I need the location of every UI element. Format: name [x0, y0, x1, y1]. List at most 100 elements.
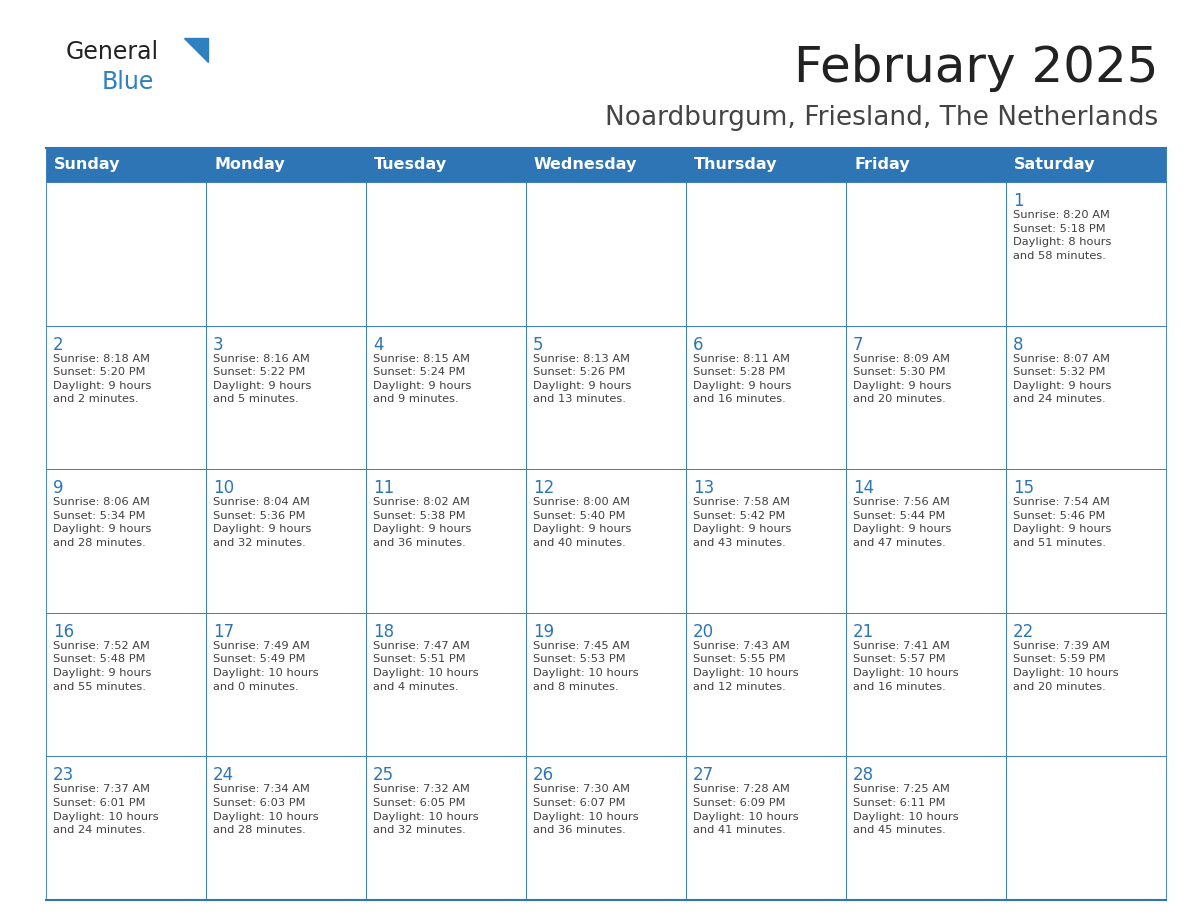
- Bar: [46, 182, 206, 326]
- Bar: [1006, 613, 1165, 756]
- Bar: [685, 326, 846, 469]
- Text: Sunrise: 8:18 AM
Sunset: 5:20 PM
Daylight: 9 hours
and 2 minutes.: Sunrise: 8:18 AM Sunset: 5:20 PM Dayligh…: [53, 353, 151, 405]
- Bar: [206, 182, 366, 326]
- Bar: [685, 756, 846, 900]
- Text: Sunrise: 7:47 AM
Sunset: 5:51 PM
Daylight: 10 hours
and 4 minutes.: Sunrise: 7:47 AM Sunset: 5:51 PM Dayligh…: [373, 641, 479, 691]
- Bar: [206, 326, 366, 469]
- Text: General: General: [67, 40, 159, 64]
- Text: Sunrise: 7:45 AM
Sunset: 5:53 PM
Daylight: 10 hours
and 8 minutes.: Sunrise: 7:45 AM Sunset: 5:53 PM Dayligh…: [533, 641, 639, 691]
- Text: Sunrise: 7:54 AM
Sunset: 5:46 PM
Daylight: 9 hours
and 51 minutes.: Sunrise: 7:54 AM Sunset: 5:46 PM Dayligh…: [1013, 498, 1112, 548]
- Bar: [526, 148, 685, 182]
- Bar: [1006, 756, 1165, 900]
- Text: Sunrise: 7:56 AM
Sunset: 5:44 PM
Daylight: 9 hours
and 47 minutes.: Sunrise: 7:56 AM Sunset: 5:44 PM Dayligh…: [853, 498, 952, 548]
- Text: Tuesday: Tuesday: [374, 158, 447, 173]
- Bar: [46, 326, 206, 469]
- Text: 27: 27: [693, 767, 714, 784]
- Text: Sunrise: 7:52 AM
Sunset: 5:48 PM
Daylight: 9 hours
and 55 minutes.: Sunrise: 7:52 AM Sunset: 5:48 PM Dayligh…: [53, 641, 151, 691]
- Text: 24: 24: [213, 767, 234, 784]
- Bar: [685, 613, 846, 756]
- Bar: [206, 613, 366, 756]
- Bar: [1006, 469, 1165, 613]
- Text: Sunrise: 8:00 AM
Sunset: 5:40 PM
Daylight: 9 hours
and 40 minutes.: Sunrise: 8:00 AM Sunset: 5:40 PM Dayligh…: [533, 498, 631, 548]
- Bar: [846, 469, 1006, 613]
- Text: Friday: Friday: [854, 158, 910, 173]
- Bar: [846, 182, 1006, 326]
- Text: Sunday: Sunday: [53, 158, 120, 173]
- Text: Sunrise: 7:30 AM
Sunset: 6:07 PM
Daylight: 10 hours
and 36 minutes.: Sunrise: 7:30 AM Sunset: 6:07 PM Dayligh…: [533, 784, 639, 835]
- Text: February 2025: February 2025: [794, 44, 1158, 92]
- Text: 22: 22: [1013, 622, 1035, 641]
- Text: Sunrise: 8:15 AM
Sunset: 5:24 PM
Daylight: 9 hours
and 9 minutes.: Sunrise: 8:15 AM Sunset: 5:24 PM Dayligh…: [373, 353, 472, 405]
- Text: Sunrise: 8:20 AM
Sunset: 5:18 PM
Daylight: 8 hours
and 58 minutes.: Sunrise: 8:20 AM Sunset: 5:18 PM Dayligh…: [1013, 210, 1112, 261]
- Text: 13: 13: [693, 479, 714, 498]
- Text: Noardburgum, Friesland, The Netherlands: Noardburgum, Friesland, The Netherlands: [605, 105, 1158, 131]
- Text: 11: 11: [373, 479, 394, 498]
- Polygon shape: [184, 38, 208, 62]
- Text: 16: 16: [53, 622, 74, 641]
- Bar: [526, 469, 685, 613]
- Text: Sunrise: 7:39 AM
Sunset: 5:59 PM
Daylight: 10 hours
and 20 minutes.: Sunrise: 7:39 AM Sunset: 5:59 PM Dayligh…: [1013, 641, 1119, 691]
- Bar: [685, 182, 846, 326]
- Text: 15: 15: [1013, 479, 1034, 498]
- Text: Blue: Blue: [102, 70, 154, 94]
- Bar: [846, 756, 1006, 900]
- Text: 14: 14: [853, 479, 874, 498]
- Text: 6: 6: [693, 336, 703, 353]
- Text: 20: 20: [693, 622, 714, 641]
- Bar: [366, 756, 526, 900]
- Text: Sunrise: 8:11 AM
Sunset: 5:28 PM
Daylight: 9 hours
and 16 minutes.: Sunrise: 8:11 AM Sunset: 5:28 PM Dayligh…: [693, 353, 791, 405]
- Text: Monday: Monday: [214, 158, 285, 173]
- Text: 7: 7: [853, 336, 864, 353]
- Text: 3: 3: [213, 336, 223, 353]
- Text: Sunrise: 8:06 AM
Sunset: 5:34 PM
Daylight: 9 hours
and 28 minutes.: Sunrise: 8:06 AM Sunset: 5:34 PM Dayligh…: [53, 498, 151, 548]
- Text: 8: 8: [1013, 336, 1024, 353]
- Text: 12: 12: [533, 479, 555, 498]
- Text: 23: 23: [53, 767, 74, 784]
- Text: 10: 10: [213, 479, 234, 498]
- Text: Sunrise: 8:13 AM
Sunset: 5:26 PM
Daylight: 9 hours
and 13 minutes.: Sunrise: 8:13 AM Sunset: 5:26 PM Dayligh…: [533, 353, 631, 405]
- Text: Saturday: Saturday: [1015, 158, 1095, 173]
- Bar: [46, 148, 206, 182]
- Text: 5: 5: [533, 336, 543, 353]
- Text: Sunrise: 7:32 AM
Sunset: 6:05 PM
Daylight: 10 hours
and 32 minutes.: Sunrise: 7:32 AM Sunset: 6:05 PM Dayligh…: [373, 784, 479, 835]
- Text: 2: 2: [53, 336, 64, 353]
- Bar: [1006, 326, 1165, 469]
- Bar: [206, 148, 366, 182]
- Text: 19: 19: [533, 622, 554, 641]
- Bar: [206, 756, 366, 900]
- Bar: [526, 756, 685, 900]
- Bar: [46, 756, 206, 900]
- Text: Sunrise: 7:28 AM
Sunset: 6:09 PM
Daylight: 10 hours
and 41 minutes.: Sunrise: 7:28 AM Sunset: 6:09 PM Dayligh…: [693, 784, 798, 835]
- Text: Sunrise: 8:07 AM
Sunset: 5:32 PM
Daylight: 9 hours
and 24 minutes.: Sunrise: 8:07 AM Sunset: 5:32 PM Dayligh…: [1013, 353, 1112, 405]
- Bar: [846, 148, 1006, 182]
- Text: Sunrise: 8:16 AM
Sunset: 5:22 PM
Daylight: 9 hours
and 5 minutes.: Sunrise: 8:16 AM Sunset: 5:22 PM Dayligh…: [213, 353, 311, 405]
- Bar: [526, 326, 685, 469]
- Text: 28: 28: [853, 767, 874, 784]
- Text: Sunrise: 7:49 AM
Sunset: 5:49 PM
Daylight: 10 hours
and 0 minutes.: Sunrise: 7:49 AM Sunset: 5:49 PM Dayligh…: [213, 641, 318, 691]
- Bar: [46, 613, 206, 756]
- Text: Sunrise: 8:09 AM
Sunset: 5:30 PM
Daylight: 9 hours
and 20 minutes.: Sunrise: 8:09 AM Sunset: 5:30 PM Dayligh…: [853, 353, 952, 405]
- Text: Wednesday: Wednesday: [533, 158, 638, 173]
- Bar: [366, 469, 526, 613]
- Text: Sunrise: 8:04 AM
Sunset: 5:36 PM
Daylight: 9 hours
and 32 minutes.: Sunrise: 8:04 AM Sunset: 5:36 PM Dayligh…: [213, 498, 311, 548]
- Bar: [685, 469, 846, 613]
- Bar: [846, 613, 1006, 756]
- Text: 18: 18: [373, 622, 394, 641]
- Bar: [46, 469, 206, 613]
- Text: 9: 9: [53, 479, 63, 498]
- Text: Sunrise: 7:58 AM
Sunset: 5:42 PM
Daylight: 9 hours
and 43 minutes.: Sunrise: 7:58 AM Sunset: 5:42 PM Dayligh…: [693, 498, 791, 548]
- Text: Sunrise: 7:34 AM
Sunset: 6:03 PM
Daylight: 10 hours
and 28 minutes.: Sunrise: 7:34 AM Sunset: 6:03 PM Dayligh…: [213, 784, 318, 835]
- Text: Sunrise: 8:02 AM
Sunset: 5:38 PM
Daylight: 9 hours
and 36 minutes.: Sunrise: 8:02 AM Sunset: 5:38 PM Dayligh…: [373, 498, 472, 548]
- Text: Sunrise: 7:43 AM
Sunset: 5:55 PM
Daylight: 10 hours
and 12 minutes.: Sunrise: 7:43 AM Sunset: 5:55 PM Dayligh…: [693, 641, 798, 691]
- Bar: [1006, 148, 1165, 182]
- Bar: [685, 148, 846, 182]
- Text: 4: 4: [373, 336, 384, 353]
- Bar: [526, 613, 685, 756]
- Text: 17: 17: [213, 622, 234, 641]
- Text: Thursday: Thursday: [694, 158, 777, 173]
- Bar: [846, 326, 1006, 469]
- Bar: [366, 613, 526, 756]
- Text: Sunrise: 7:37 AM
Sunset: 6:01 PM
Daylight: 10 hours
and 24 minutes.: Sunrise: 7:37 AM Sunset: 6:01 PM Dayligh…: [53, 784, 159, 835]
- Text: 1: 1: [1013, 192, 1024, 210]
- Text: Sunrise: 7:25 AM
Sunset: 6:11 PM
Daylight: 10 hours
and 45 minutes.: Sunrise: 7:25 AM Sunset: 6:11 PM Dayligh…: [853, 784, 959, 835]
